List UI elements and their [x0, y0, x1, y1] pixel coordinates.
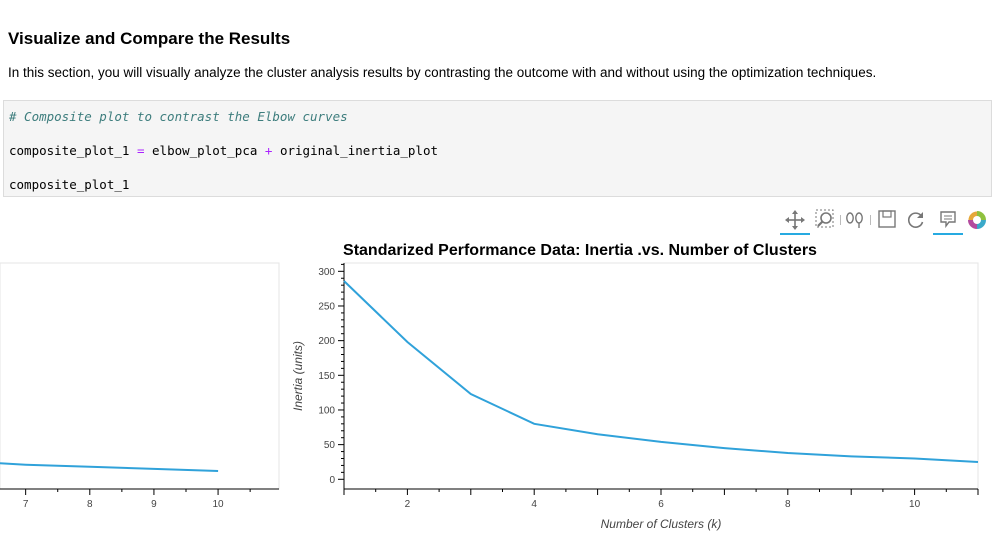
x-tick-label: 10 — [909, 499, 921, 510]
pan-tool-icon[interactable] — [780, 206, 810, 235]
x-tick-label: 10 — [213, 499, 225, 510]
pca-elbow-panel[interactable]: 7 8 9 10 — [0, 262, 280, 510]
save-tool-icon[interactable] — [876, 206, 898, 234]
plot-toolbar — [780, 206, 990, 235]
y-tick-label: 200 — [318, 336, 335, 347]
code-comment: # Composite plot to contrast the Elbow c… — [9, 109, 348, 124]
x-tick-label: 6 — [658, 499, 664, 510]
y-tick-label: 250 — [318, 301, 335, 312]
x-tick-label: 2 — [405, 499, 411, 510]
chart-title: Standarized Performance Data: Inertia .v… — [343, 242, 817, 259]
pca-x-ticks: 7 8 9 10 — [23, 489, 251, 510]
y-axis-label: Inertia (units) — [291, 341, 305, 411]
y-tick-label: 50 — [324, 440, 336, 451]
x-tick-label: 8 — [785, 499, 791, 510]
composite-elbow-plot[interactable]: 7 8 9 10 Standarized Performance Data: Iner… — [0, 236, 992, 533]
original-y-ticks: 0 50 100 150 200 250 300 — [318, 263, 344, 486]
original-elbow-panel[interactable]: Standarized Performance Data: Inertia .v… — [291, 242, 979, 531]
original-x-ticks: 2 4 6 8 10 — [343, 489, 979, 510]
x-tick-label: 7 — [23, 499, 29, 510]
pca-plot-frame — [0, 262, 280, 490]
code-line-assignment: composite_plot_1 = elbow_plot_pca + orig… — [9, 143, 438, 158]
y-tick-label: 0 — [329, 475, 335, 486]
reset-tool-icon[interactable] — [905, 206, 927, 234]
code-plus: + — [264, 143, 273, 158]
code-cell[interactable]: # Composite plot to contrast the Elbow c… — [3, 100, 992, 197]
y-tick-label: 150 — [318, 371, 335, 382]
code-operand-b: original_inertia_plot — [279, 143, 439, 158]
code-line-output: composite_plot_1 — [9, 177, 130, 192]
hover-tool-icon[interactable] — [933, 206, 963, 235]
x-tick-label: 9 — [151, 499, 157, 510]
section-heading: Visualize and Compare the Results — [8, 29, 291, 48]
toolbar-separator — [840, 215, 841, 225]
x-axis-label: Number of Clusters (k) — [601, 517, 722, 531]
y-tick-label: 300 — [318, 267, 335, 278]
code-operand-a: elbow_plot_pca — [152, 143, 258, 158]
section-intro: In this section, you will visually analy… — [8, 65, 877, 80]
x-tick-label: 4 — [531, 499, 537, 510]
toolbar-separator — [870, 215, 871, 225]
x-tick-label: 8 — [87, 499, 93, 510]
box-zoom-tool-icon[interactable] — [813, 206, 837, 234]
pca-inertia-line — [0, 462, 219, 472]
code-var: composite_plot_1 — [9, 143, 130, 158]
y-tick-label: 100 — [318, 405, 335, 416]
original-plot-frame — [343, 262, 979, 490]
original-inertia-line — [343, 280, 979, 463]
bokeh-logo-icon[interactable] — [966, 206, 988, 234]
code-equals: = — [136, 143, 145, 158]
wheel-zoom-tool-icon[interactable] — [844, 206, 866, 234]
